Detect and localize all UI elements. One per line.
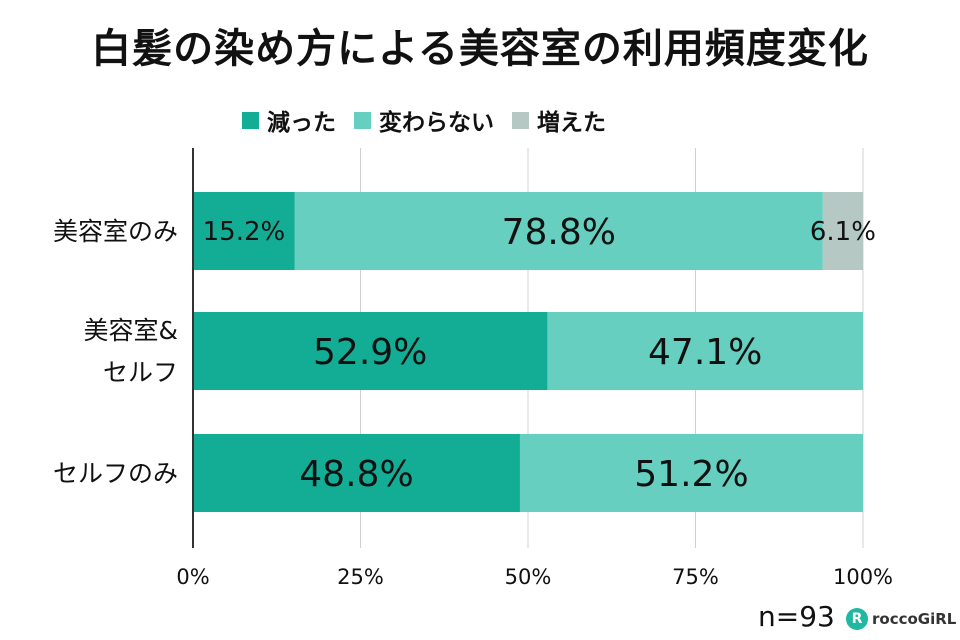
data-label-1-2: 78.8% xyxy=(502,212,616,253)
x-tick-label-25: 25% xyxy=(337,565,384,589)
bar-3-series-1 xyxy=(193,434,520,512)
category-label-2-line-1: 美容室& xyxy=(84,316,179,345)
x-tick-label-50: 50% xyxy=(505,565,552,589)
legend-swatch-unchanged xyxy=(354,111,371,129)
legend-label-unchanged: 変わらない xyxy=(379,110,494,136)
legend: 減った 変わらない 増えた xyxy=(242,100,606,140)
legend-swatch-increased xyxy=(512,111,529,129)
data-label-1-1: 15.2% xyxy=(203,217,286,247)
data-label-3-1: 48.8% xyxy=(299,454,413,495)
bar-3-series-2 xyxy=(519,434,863,512)
data-label-2-1: 52.9% xyxy=(313,332,427,373)
category-label-3: セルフのみ xyxy=(53,459,178,488)
legend-label-increased: 増えた xyxy=(537,110,606,136)
brand-name: roccoGiRL xyxy=(872,610,957,628)
legend-item-increased: 増えた xyxy=(512,103,606,137)
category-label-2-line-2: セルフ xyxy=(103,358,178,387)
legend-item-decreased: 減った xyxy=(242,103,336,137)
bar-1-series-2 xyxy=(294,192,823,270)
bar-2-series-2 xyxy=(547,312,863,390)
bar-1-series-1 xyxy=(193,192,295,270)
x-tick-label-75: 75% xyxy=(672,565,719,589)
legend-item-unchanged: 変わらない xyxy=(354,103,494,137)
chart-title: 白髪の染め方による美容室の利用頻度変化 xyxy=(91,26,869,72)
bar-2-series-1 xyxy=(193,312,548,390)
data-label-2-2: 47.1% xyxy=(648,332,762,373)
x-tick-label-0: 0% xyxy=(176,565,209,589)
category-label-1: 美容室のみ xyxy=(53,217,178,246)
data-label-1-3: 6.1% xyxy=(810,217,876,247)
legend-swatch-decreased xyxy=(242,111,259,129)
sample-size: n=93 xyxy=(758,600,835,633)
brand-logo: R roccoGiRL xyxy=(846,608,956,630)
bar-1-series-3 xyxy=(822,192,863,270)
data-label-3-2: 51.2% xyxy=(634,454,748,495)
legend-label-decreased: 減った xyxy=(267,110,336,136)
brand-icon: R xyxy=(846,608,868,630)
x-tick-label-100: 100% xyxy=(833,565,893,589)
